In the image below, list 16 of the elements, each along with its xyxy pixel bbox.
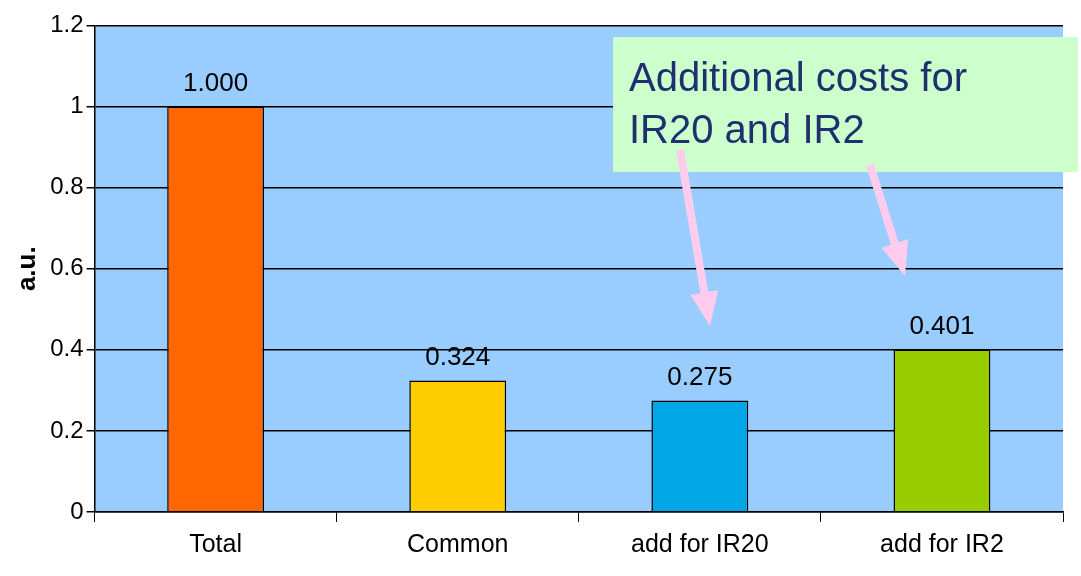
y-tick-label: 0.6 (50, 253, 84, 281)
data-label: 1.000 (183, 66, 249, 97)
x-tick-label: Total (189, 528, 243, 557)
y-tick-label: 1 (70, 91, 84, 119)
x-tick-label: add for IR2 (880, 528, 1004, 557)
y-tick-label: 0 (70, 496, 84, 524)
y-tick-label: 0.4 (50, 334, 84, 362)
x-tick-label: add for IR20 (631, 528, 769, 557)
annotation: Additional costs for IR20 and IR2 (613, 37, 1078, 172)
y-axis-title: a.u. (10, 246, 41, 292)
data-label: 0.401 (909, 309, 975, 340)
x-tick-label: Common (407, 528, 509, 557)
data-label: 0.275 (667, 360, 733, 391)
y-tick-label: 0.8 (50, 172, 84, 200)
y-tick-label: 0.2 (50, 415, 84, 443)
y-tick-label: 1.2 (50, 10, 84, 38)
